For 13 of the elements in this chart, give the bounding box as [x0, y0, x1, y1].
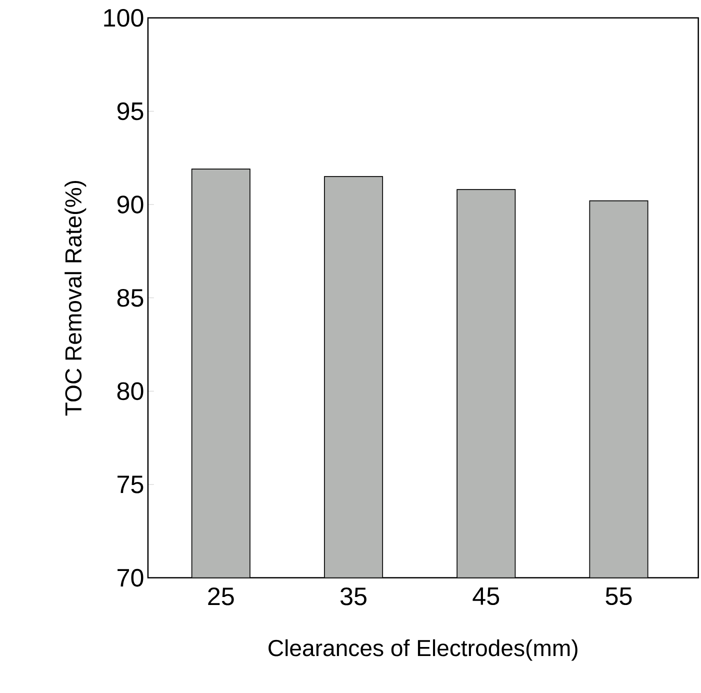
x-axis-title: Clearances of Electrodes(mm): [268, 639, 578, 661]
y-axis-title: TOC Removal Rate(%): [64, 181, 86, 416]
y-tick-label: 90: [117, 196, 144, 214]
y-tick-label: 95: [117, 102, 144, 120]
x-tick-label: 35: [340, 588, 366, 606]
y-tick-label: 75: [118, 476, 144, 494]
y-tick-label: 100: [104, 9, 144, 27]
x-tick-label: 25: [208, 588, 234, 606]
x-tick-label: 55: [606, 587, 632, 606]
x-tick-label: 45: [472, 587, 500, 606]
y-tick-label: 80: [117, 382, 144, 400]
y-tick-label: 70: [118, 568, 144, 587]
y-tick-label: 85: [117, 288, 144, 307]
